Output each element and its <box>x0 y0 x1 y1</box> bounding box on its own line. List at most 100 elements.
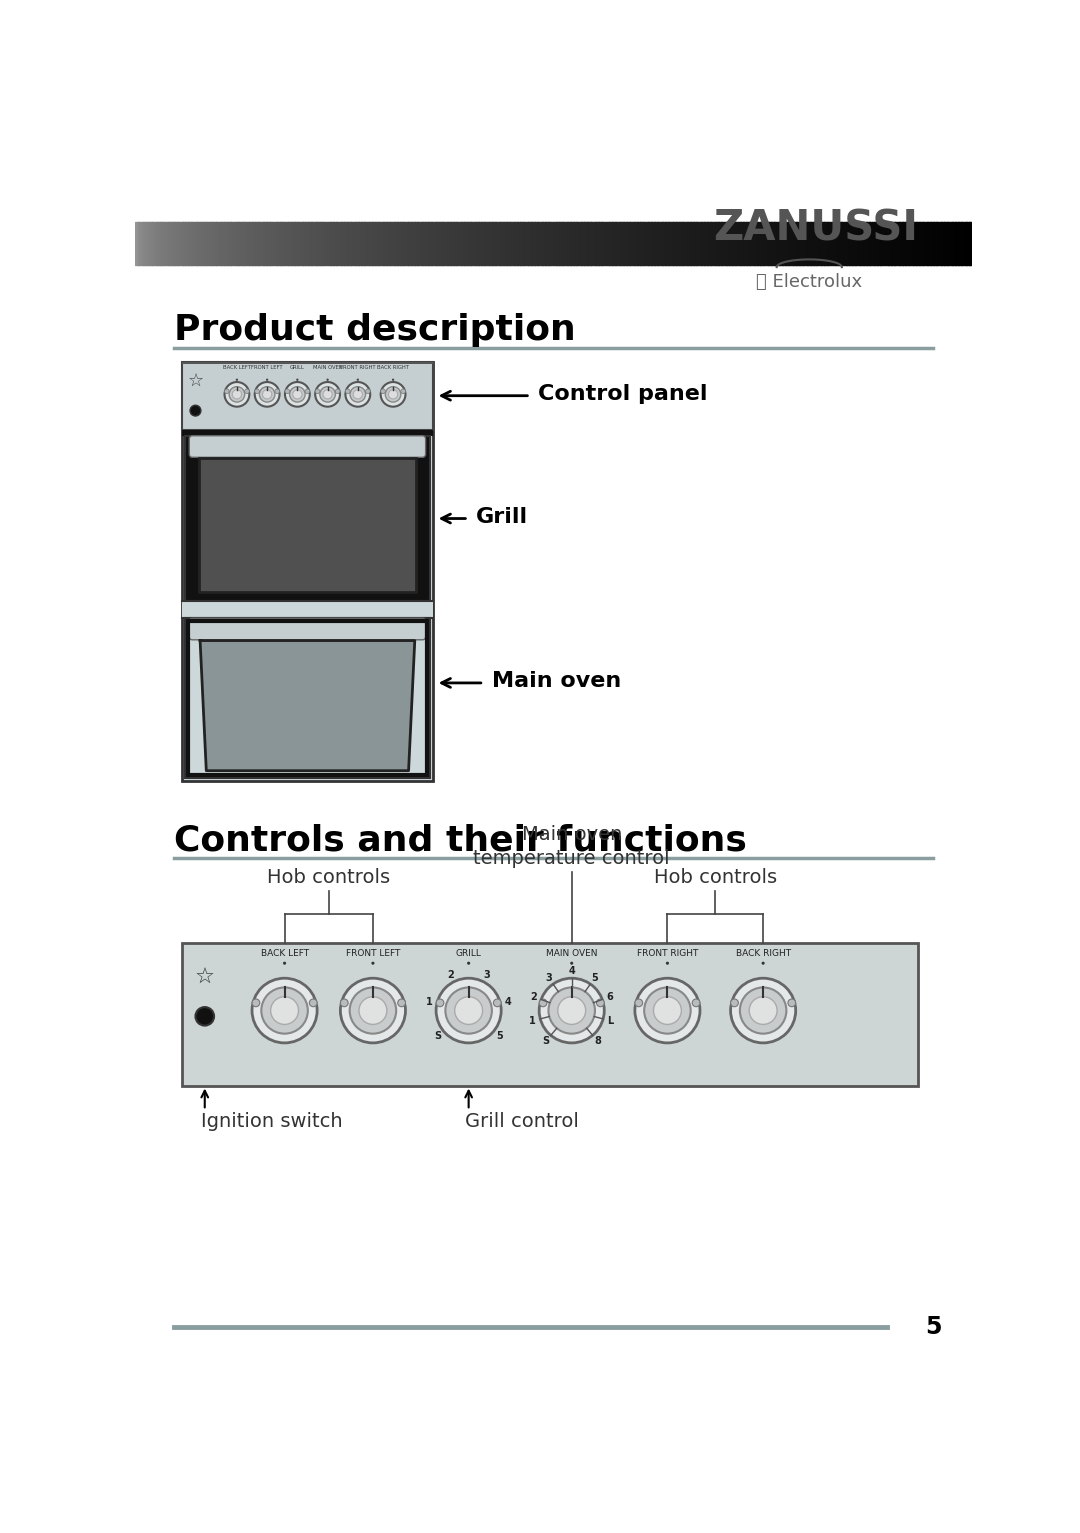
Bar <box>456 222 459 265</box>
Bar <box>216 222 219 265</box>
Bar <box>584 222 588 265</box>
Text: BACK LEFT: BACK LEFT <box>222 365 251 369</box>
Circle shape <box>225 382 249 406</box>
Circle shape <box>229 386 245 402</box>
Bar <box>322 222 325 265</box>
Bar <box>481 222 485 265</box>
Circle shape <box>397 1000 405 1007</box>
Circle shape <box>340 1000 348 1007</box>
Circle shape <box>788 1000 796 1007</box>
Bar <box>280 222 284 265</box>
Bar <box>313 222 318 265</box>
Circle shape <box>255 389 259 394</box>
Text: FRONT RIGHT: FRONT RIGHT <box>340 365 376 369</box>
Bar <box>461 222 465 265</box>
Bar <box>604 222 607 265</box>
Text: 5: 5 <box>592 973 598 983</box>
Circle shape <box>356 379 359 380</box>
Bar <box>872 222 875 265</box>
Bar <box>573 222 577 265</box>
Bar <box>559 222 563 265</box>
Text: 4: 4 <box>568 966 575 975</box>
Circle shape <box>392 379 394 380</box>
Bar <box>676 222 679 265</box>
Circle shape <box>635 1000 643 1007</box>
Circle shape <box>245 389 249 394</box>
Bar <box>278 222 281 265</box>
Bar <box>738 222 741 265</box>
Bar <box>838 222 841 265</box>
Bar <box>274 222 278 265</box>
Bar <box>339 222 342 265</box>
Bar <box>681 222 686 265</box>
Bar <box>827 222 831 265</box>
Circle shape <box>386 386 401 402</box>
Circle shape <box>306 389 310 394</box>
FancyBboxPatch shape <box>189 618 426 639</box>
Circle shape <box>389 389 397 399</box>
Text: S: S <box>434 1032 442 1041</box>
Bar <box>882 222 887 265</box>
Circle shape <box>293 389 302 399</box>
Bar <box>514 222 518 265</box>
Bar <box>567 222 571 265</box>
Bar <box>660 222 663 265</box>
Bar <box>713 222 716 265</box>
Bar <box>165 222 170 265</box>
Bar <box>843 222 847 265</box>
Bar <box>258 222 261 265</box>
Circle shape <box>235 379 238 380</box>
Bar <box>403 222 406 265</box>
Circle shape <box>557 996 585 1024</box>
Bar <box>808 222 811 265</box>
Bar <box>241 222 244 265</box>
Bar <box>181 362 433 782</box>
Text: ☆: ☆ <box>194 967 215 987</box>
Circle shape <box>730 1000 739 1007</box>
Bar <box>548 222 552 265</box>
Bar <box>815 222 820 265</box>
Bar <box>866 222 869 265</box>
Bar <box>467 222 471 265</box>
Circle shape <box>252 978 318 1042</box>
Bar <box>868 222 873 265</box>
Bar <box>484 222 487 265</box>
Circle shape <box>436 978 501 1042</box>
Bar <box>780 222 783 265</box>
Circle shape <box>539 978 605 1042</box>
Bar <box>847 222 850 265</box>
Bar <box>174 222 177 265</box>
Bar <box>607 222 610 265</box>
Bar <box>949 222 954 265</box>
Bar <box>181 429 433 435</box>
Text: ZANUSSI: ZANUSSI <box>713 207 918 248</box>
Bar <box>181 943 918 1085</box>
Bar <box>345 222 348 265</box>
Bar <box>154 222 158 265</box>
Bar <box>232 222 237 265</box>
Circle shape <box>225 389 229 394</box>
Bar <box>880 222 883 265</box>
Bar <box>179 222 184 265</box>
Circle shape <box>365 389 370 394</box>
Bar <box>922 222 926 265</box>
Bar <box>380 222 384 265</box>
Circle shape <box>255 382 280 406</box>
Circle shape <box>494 1000 501 1007</box>
Bar <box>183 222 186 265</box>
Bar <box>570 222 573 265</box>
Text: Controls and their functions: Controls and their functions <box>174 823 746 858</box>
Bar <box>637 222 640 265</box>
Circle shape <box>335 389 340 394</box>
Bar <box>392 222 395 265</box>
Bar <box>707 222 711 265</box>
Bar <box>213 222 217 265</box>
Bar <box>902 222 906 265</box>
Text: Control panel: Control panel <box>538 385 707 405</box>
Bar <box>507 222 510 265</box>
Bar <box>264 222 267 265</box>
Bar <box>593 222 596 265</box>
Bar <box>205 222 208 265</box>
Bar <box>813 222 816 265</box>
Bar <box>144 222 147 265</box>
